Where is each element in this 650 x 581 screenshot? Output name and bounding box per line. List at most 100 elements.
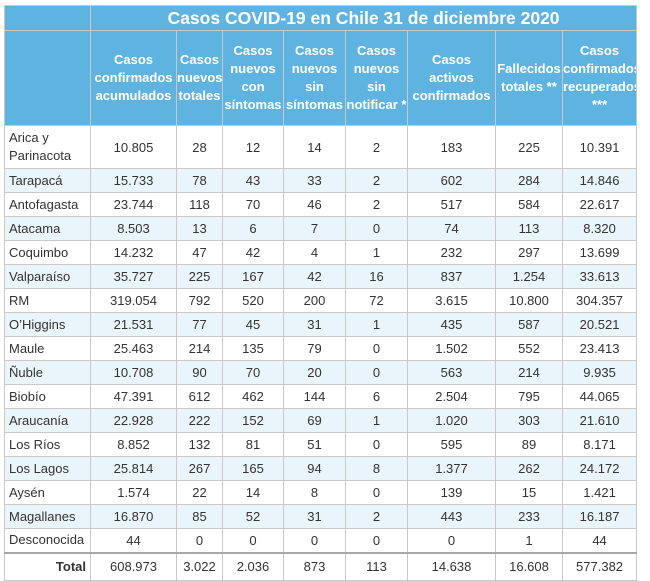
column-header-nuevos-sin-sintomas: Casos nuevos sin síntomas [283,30,346,126]
table-row: Antofagasta 23.744 118 70 46 2 517 584 22.617 [4,192,638,217]
table-cell: 200 [283,288,346,313]
table-cell: 90 [176,360,223,385]
table-cell: 225 [495,125,563,169]
table-cell: 43 [222,168,284,193]
table-cell: 1.254 [495,264,563,289]
table-cell: 9.935 [561,360,638,385]
total-cell: 577.382 [561,551,638,581]
title-row: Casos COVID-19 en Chile 31 de diciembre … [4,5,638,31]
table-title: Casos COVID-19 en Chile 31 de diciembre … [89,5,638,31]
table-row: Aysén 1.574 22 14 8 0 139 15 1.421 [4,480,638,505]
table-cell: 42 [222,240,284,265]
table-cell: 563 [407,360,496,385]
column-header-fallecidos-totales: Fallecidos totales ** [495,30,563,126]
table-cell: 262 [495,456,563,481]
table-cell: 152 [222,408,284,433]
table-cell: 23.413 [561,336,638,361]
total-cell: 14.638 [407,551,496,581]
table-cell: 35.727 [90,264,177,289]
table-cell: 595 [407,432,496,457]
table-cell: 22.928 [90,408,177,433]
covid-table-container: Casos COVID-19 en Chile 31 de diciembre … [4,5,638,581]
table-cell: 79 [283,336,346,361]
table-cell: 23.744 [90,192,177,217]
table-cell: 72 [345,288,408,313]
table-cell: 222 [176,408,223,433]
table-cell: 0 [345,432,408,457]
table-cell: 232 [407,240,496,265]
region-name: Araucanía [4,408,91,433]
table-cell: 13.699 [561,240,638,265]
table-cell: 6 [222,216,284,241]
table-cell: 435 [407,312,496,337]
table-cell: 144 [283,384,346,409]
table-cell: 2 [345,192,408,217]
table-cell: 14 [283,125,346,169]
table-cell: 8.320 [561,216,638,241]
region-name: Coquimbo [4,240,91,265]
table-row: Magallanes 16.870 85 52 31 2 443 233 16.187 [4,504,638,529]
table-cell: 214 [495,360,563,385]
table-cell: 44.065 [561,384,638,409]
covid-cases-table: Casos COVID-19 en Chile 31 de diciembre … [4,5,638,581]
region-name: Atacama [4,216,91,241]
table-cell: 33 [283,168,346,193]
table-cell: 167 [222,264,284,289]
table-row: Atacama 8.503 13 6 7 0 74 113 8.320 [4,216,638,241]
table-cell: 28 [176,125,223,169]
table-row: Desconocida 44 0 0 0 0 0 1 44 [4,528,638,553]
table-cell: 33.613 [561,264,638,289]
column-header-nuevos-totales: Casos nuevos totales [176,30,223,126]
table-row: Valparaíso 35.727 225 167 42 16 837 1.254 33.613 [4,264,638,289]
table-cell: 81 [222,432,284,457]
table-cell: 183 [407,125,496,169]
column-header-activos-confirmados: Casos activos confirmados [407,30,496,126]
header-row: Casos confirmados acumulados Casos nuevo… [4,30,638,126]
table-cell: 0 [345,360,408,385]
table-cell: 25.463 [90,336,177,361]
column-header-confirmados-recuperados: Casos confirmados recuperados *** [561,30,638,126]
table-row: Ñuble 10.708 90 70 20 0 563 214 9.935 [4,360,638,385]
table-cell: 2 [345,504,408,529]
table-cell: 31 [283,312,346,337]
table-cell: 14.846 [561,168,638,193]
table-cell: 517 [407,192,496,217]
table-cell: 20 [283,360,346,385]
table-cell: 837 [407,264,496,289]
table-cell: 1.502 [407,336,496,361]
total-cell: 873 [283,551,346,581]
table-row: RM 319.054 792 520 200 72 3.615 10.800 304.357 [4,288,638,313]
table-cell: 0 [222,528,284,553]
table-cell: 304.357 [561,288,638,313]
table-cell: 42 [283,264,346,289]
column-header-nuevos-con-sintomas: Casos nuevos con síntomas [222,30,284,126]
region-name: Ñuble [4,360,91,385]
table-row: Tarapacá 15.733 78 43 33 2 602 284 14.846 [4,168,638,193]
table-cell: 113 [495,216,563,241]
table-cell: 47.391 [90,384,177,409]
total-cell: 113 [345,551,408,581]
table-cell: 8 [283,480,346,505]
table-cell: 792 [176,288,223,313]
table-cell: 52 [222,504,284,529]
table-row: Los Ríos 8.852 132 81 51 0 595 89 8.171 [4,432,638,457]
table-cell: 0 [345,528,408,553]
region-name: Biobío [4,384,91,409]
table-cell: 587 [495,312,563,337]
table-cell: 44 [90,528,177,553]
table-cell: 132 [176,432,223,457]
table-row: O’Higgins 21.531 77 45 31 1 435 587 20.521 [4,312,638,337]
table-cell: 74 [407,216,496,241]
table-cell: 16.187 [561,504,638,529]
table-cell: 1.377 [407,456,496,481]
table-row: Biobío 47.391 612 462 144 6 2.504 795 44.065 [4,384,638,409]
table-cell: 118 [176,192,223,217]
table-cell: 552 [495,336,563,361]
table-cell: 0 [283,528,346,553]
table-cell: 0 [407,528,496,553]
table-cell: 44 [561,528,638,553]
table-cell: 46 [283,192,346,217]
table-cell: 520 [222,288,284,313]
table-cell: 77 [176,312,223,337]
table-cell: 297 [495,240,563,265]
